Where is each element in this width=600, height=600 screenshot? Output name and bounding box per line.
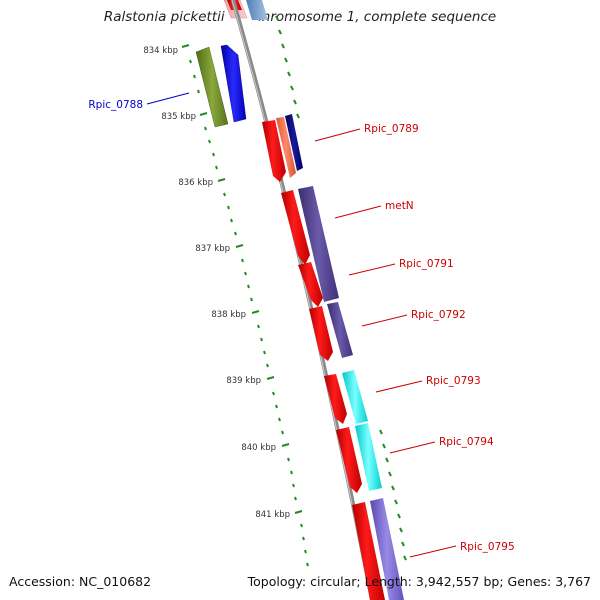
tick-label-840: 840 kbp <box>241 443 276 453</box>
leader-rpic-0788 <box>146 92 190 105</box>
leader-rpic-0793 <box>375 380 423 393</box>
gene-rpic-0791-arrow-red <box>298 262 323 307</box>
gene-rpic-0793-arrow-red <box>324 374 347 424</box>
gene-rpic-0788-group <box>195 44 247 128</box>
gene-label-rpic-0789: Rpic_0789 <box>364 123 419 135</box>
gene-label-rpic-0795: Rpic_0795 <box>460 541 515 553</box>
gene-label-rpic-0792: Rpic_0792 <box>411 309 466 321</box>
major-tick-840 <box>281 443 290 447</box>
major-tick-839 <box>266 376 275 380</box>
tick-label-836: 836 kbp <box>178 178 213 188</box>
gene-label-rpic-0788: Rpic_0788 <box>88 99 143 111</box>
tick-label-835: 835 kbp <box>161 112 196 122</box>
leader-lines <box>146 92 457 558</box>
leader-rpic-0792 <box>361 314 408 327</box>
leader-rpic-0789 <box>314 128 361 142</box>
gene-rpic-0792-arrow-purple <box>327 302 353 358</box>
gene-rpic-0795-arrow-lavender <box>370 498 404 600</box>
major-tick-834 <box>181 44 190 48</box>
gene-block-olive <box>195 46 229 128</box>
major-tick-838 <box>251 310 260 314</box>
gene-rpic-0794-arrow-cyan <box>355 423 382 491</box>
scale-tick-labels: 834 kbp 835 kbp 836 kbp 837 kbp 838 kbp … <box>143 46 290 520</box>
major-tick-837 <box>235 244 244 248</box>
gene-label-rpic-0791: Rpic_0791 <box>399 258 454 270</box>
major-tick-835 <box>199 112 208 116</box>
gene-rpic-0793-arrow-cyan <box>342 370 368 424</box>
gene-rpic-0789-group <box>262 114 303 182</box>
gene-rpic-0788-arrow <box>220 44 247 123</box>
gene-label-metn: metN <box>385 200 414 212</box>
tick-label-838: 838 kbp <box>211 310 246 320</box>
leader-rpic-0794 <box>389 441 436 454</box>
gene-rpic-0794-group <box>336 423 382 493</box>
gene-rpic-0793-group <box>324 370 368 424</box>
gene-rpic-0789-arrow-navy <box>285 114 303 171</box>
gene-labels: Rpic_0788 Rpic_0789 metN Rpic_0791 Rpic_… <box>88 99 514 553</box>
gene-rpic-0789-arrow-salmon <box>276 117 296 178</box>
gene-rpic-0794-arrow-red <box>336 427 362 493</box>
tick-label-841: 841 kbp <box>255 510 290 520</box>
outer-tick-trace <box>275 15 407 561</box>
gene-rpic-0789-arrow-red <box>262 120 286 182</box>
tick-label-839: 839 kbp <box>226 376 261 386</box>
gene-metn-group <box>281 186 339 302</box>
gene-label-rpic-0794: Rpic_0794 <box>439 436 494 448</box>
gene-rpic-0795-arrow-red <box>352 502 385 600</box>
major-tick-836 <box>217 178 226 182</box>
major-tick-841 <box>294 510 303 514</box>
gene-metn-arrow-red <box>281 190 310 265</box>
gene-rpic-0792-arrow-red <box>309 306 333 361</box>
scale-minor-ticks <box>189 59 309 567</box>
leader-rpic-0795 <box>409 545 457 558</box>
leader-rpic-0791 <box>348 263 396 276</box>
map-title: Ralstonia pickettii 12J chromosome 1, co… <box>103 9 497 25</box>
gene-partial-top-steel <box>246 0 268 20</box>
tick-label-837: 837 kbp <box>195 244 230 254</box>
summary-text: Topology: circular; Length: 3,942,557 bp… <box>247 574 591 589</box>
gene-rpic-0795-group <box>352 498 404 600</box>
scale-major-ticks <box>181 44 303 514</box>
accession-text: Accession: NC_010682 <box>9 574 152 589</box>
gene-rpic-0791-group <box>298 262 323 307</box>
gene-label-rpic-0793: Rpic_0793 <box>426 375 481 387</box>
leader-metn <box>334 205 382 219</box>
gene-rpic-0792-group <box>309 302 353 361</box>
gene-metn-arrow-purple <box>298 186 339 302</box>
tick-label-834: 834 kbp <box>143 46 178 56</box>
